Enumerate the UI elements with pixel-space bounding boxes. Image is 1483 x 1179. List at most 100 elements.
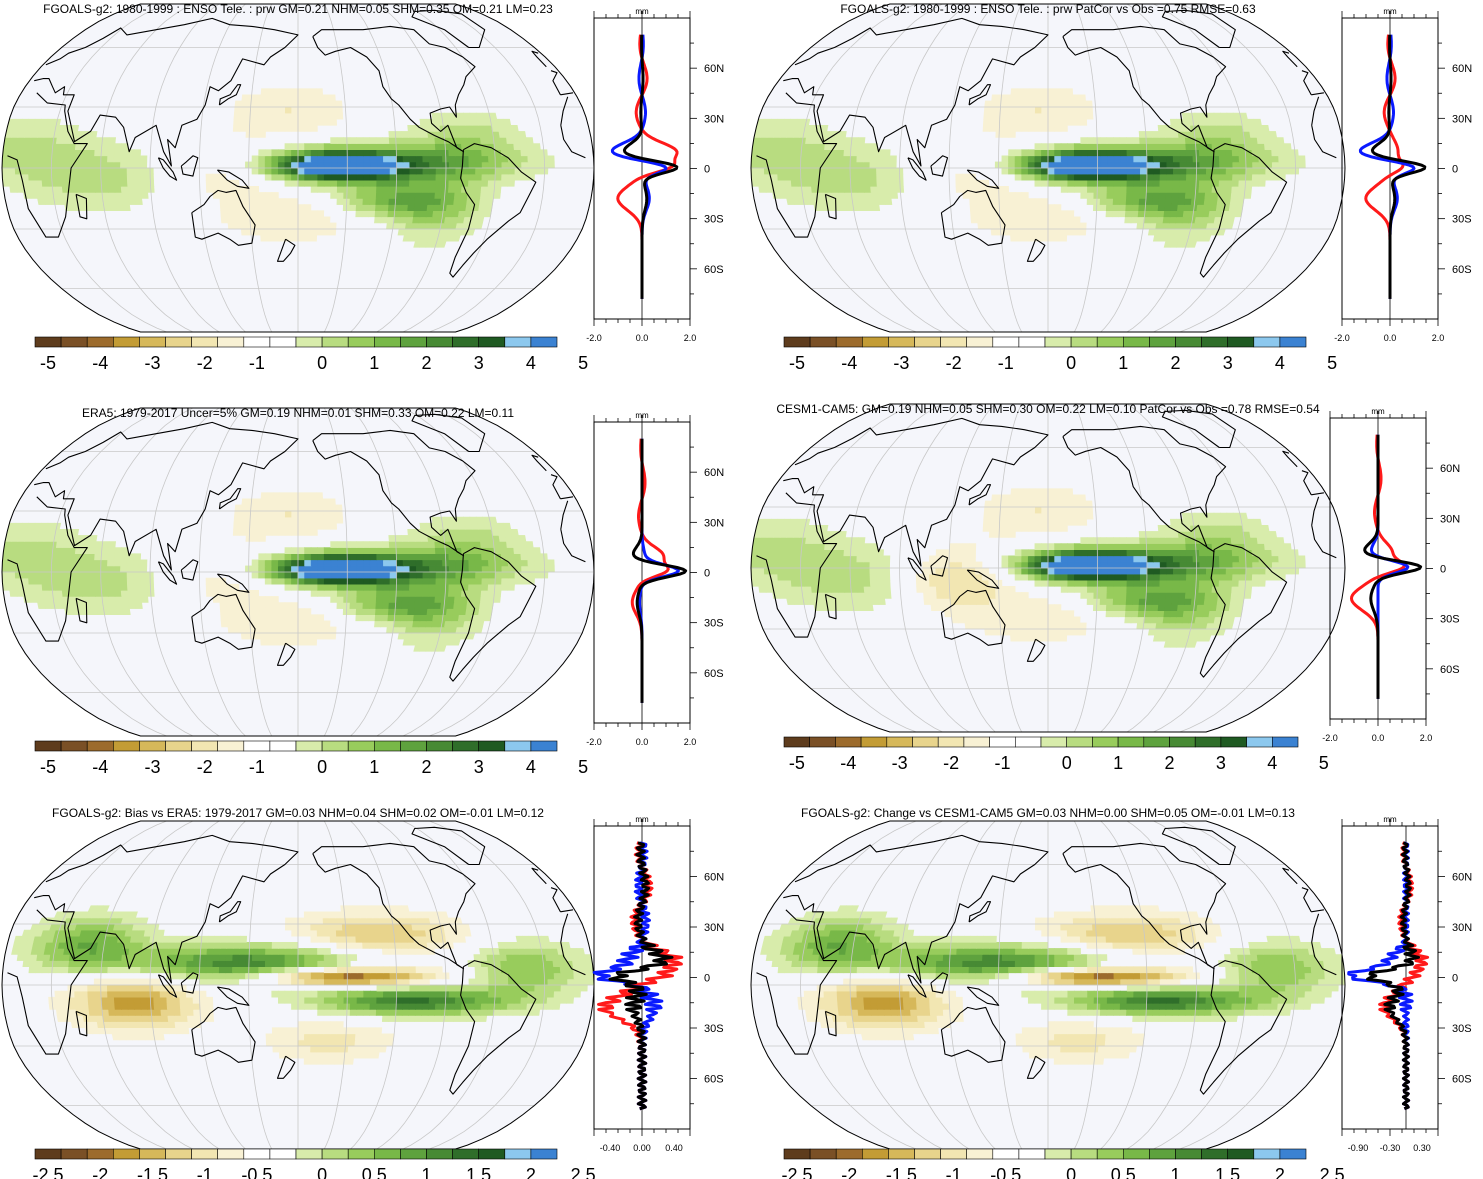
field-cell — [233, 620, 242, 628]
field-cell — [420, 608, 428, 616]
field-cell — [1199, 573, 1207, 581]
field-cell — [1054, 149, 1062, 157]
field-cell — [487, 179, 496, 187]
field-cell — [508, 565, 516, 573]
field-cell — [1202, 610, 1211, 618]
field-cell — [291, 620, 299, 628]
field-cell — [1238, 179, 1246, 187]
field-cell — [429, 565, 437, 573]
field-cell — [369, 149, 378, 157]
field-cell — [310, 626, 318, 634]
field-cell — [336, 1021, 344, 1029]
field-cell — [1237, 586, 1246, 593]
field-cell — [1086, 192, 1095, 199]
field-cell — [284, 155, 292, 163]
field-cell — [304, 204, 312, 212]
field-cell — [1133, 179, 1141, 187]
field-cell — [1199, 173, 1207, 181]
field-cell — [862, 167, 871, 175]
field-cell — [850, 549, 858, 557]
field-cell — [929, 592, 938, 599]
field-cell — [957, 616, 966, 624]
colorbar-swatch — [86, 740, 114, 752]
field-cell — [1177, 198, 1186, 205]
field-cell — [1146, 161, 1154, 169]
field-cell — [1047, 506, 1055, 514]
field-cell — [843, 149, 852, 157]
field-cell — [35, 143, 44, 150]
field-cell — [310, 216, 318, 224]
field-cell — [785, 592, 794, 599]
field-cell — [291, 602, 299, 609]
field-cell — [435, 553, 443, 561]
field-cell — [1151, 604, 1159, 612]
field-cell — [1008, 155, 1016, 163]
field-cell — [1271, 561, 1280, 569]
field-cell — [791, 186, 800, 193]
field-cell — [304, 1039, 312, 1047]
field-cell — [284, 565, 292, 573]
field-cell — [113, 559, 122, 567]
field-cell — [790, 549, 799, 557]
field-cell — [399, 216, 408, 224]
field-cell — [1182, 518, 1191, 526]
field-cell — [1073, 512, 1081, 520]
field-cell — [1054, 112, 1062, 120]
field-cell — [1184, 592, 1193, 599]
field-cell — [421, 143, 430, 150]
coastline-eurasia — [783, 417, 1324, 567]
field-cell — [121, 602, 130, 609]
field-cell — [1263, 137, 1272, 144]
field-cell — [260, 234, 268, 242]
field-cell — [323, 565, 332, 573]
profile-ytick-label: 30N — [1452, 113, 1472, 125]
field-cell — [1047, 94, 1055, 102]
field-cell — [1014, 155, 1022, 163]
field-cell — [1164, 131, 1173, 138]
field-cell — [863, 579, 871, 587]
field-cell — [1086, 112, 1094, 120]
field-cell — [107, 173, 115, 181]
colorbar-label: -1 — [994, 753, 1010, 773]
field-cell — [989, 518, 997, 526]
field-cell — [402, 173, 411, 181]
field-cell — [310, 590, 318, 597]
field-cell — [1278, 555, 1286, 563]
meridian-line — [429, 4, 546, 332]
field-cell — [100, 155, 108, 163]
field-cell — [1008, 604, 1016, 612]
field-cell — [251, 571, 259, 579]
field-cell — [356, 565, 365, 573]
field-cell — [830, 173, 838, 181]
field-cell — [349, 137, 358, 144]
field-cell — [382, 553, 391, 561]
field-cell — [1209, 524, 1218, 532]
field-cell — [304, 216, 312, 224]
field-cell — [1113, 173, 1121, 181]
field-cell — [428, 577, 437, 585]
field-cell — [857, 537, 866, 544]
field-cell — [350, 583, 358, 591]
field-cell — [389, 553, 397, 561]
field-cell — [1238, 155, 1247, 163]
field-cell — [857, 143, 865, 150]
field-cell — [1209, 204, 1218, 212]
field-cell — [1270, 543, 1279, 550]
field-cell — [238, 192, 247, 199]
field-cell — [843, 561, 851, 569]
field-cell — [1126, 167, 1135, 175]
field-cell — [1212, 161, 1220, 169]
field-cell — [376, 161, 384, 169]
field-cell — [1099, 604, 1107, 612]
field-cell — [61, 143, 70, 150]
field-cell — [1271, 573, 1280, 581]
field-cell — [475, 571, 483, 579]
field-cell — [1211, 137, 1219, 144]
field-cell — [1232, 555, 1240, 563]
field-cell — [1205, 555, 1214, 563]
field-cell — [843, 143, 852, 150]
field-cell — [1015, 518, 1023, 526]
field-cell — [234, 106, 242, 114]
field-cell — [369, 553, 378, 561]
field-cell — [778, 586, 787, 593]
